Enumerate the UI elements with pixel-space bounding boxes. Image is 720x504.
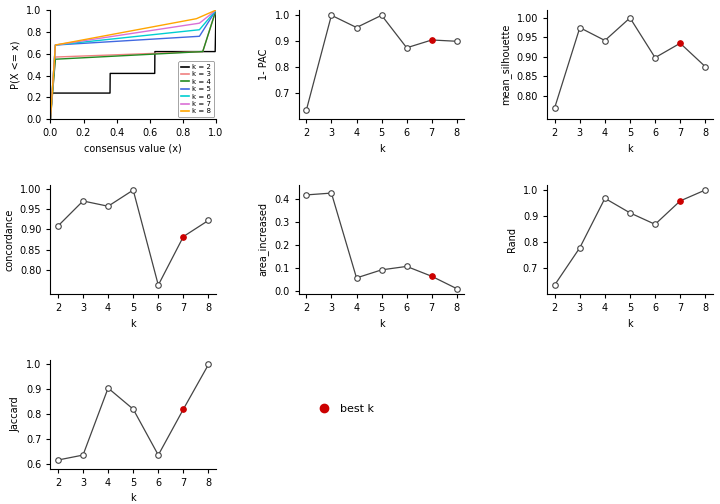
Y-axis label: 1- PAC: 1- PAC [259, 49, 269, 80]
X-axis label: k: k [130, 493, 136, 503]
Legend: k = 2, k = 3, k = 4, k = 5, k = 6, k = 7, k = 8: k = 2, k = 3, k = 4, k = 5, k = 6, k = 7… [179, 61, 214, 117]
X-axis label: k: k [627, 319, 633, 329]
Y-axis label: area_increased: area_increased [258, 203, 269, 276]
X-axis label: consensus value (x): consensus value (x) [84, 144, 182, 154]
X-axis label: k: k [627, 144, 633, 154]
X-axis label: k: k [130, 319, 136, 329]
X-axis label: k: k [379, 144, 384, 154]
Y-axis label: Jaccard: Jaccard [11, 396, 20, 432]
X-axis label: k: k [379, 319, 384, 329]
Y-axis label: Rand: Rand [508, 227, 517, 252]
Legend: best k: best k [312, 404, 374, 414]
Y-axis label: P(X <= x): P(X <= x) [11, 40, 20, 89]
Y-axis label: mean_silhouette: mean_silhouette [500, 24, 511, 105]
Y-axis label: concordance: concordance [4, 208, 14, 271]
